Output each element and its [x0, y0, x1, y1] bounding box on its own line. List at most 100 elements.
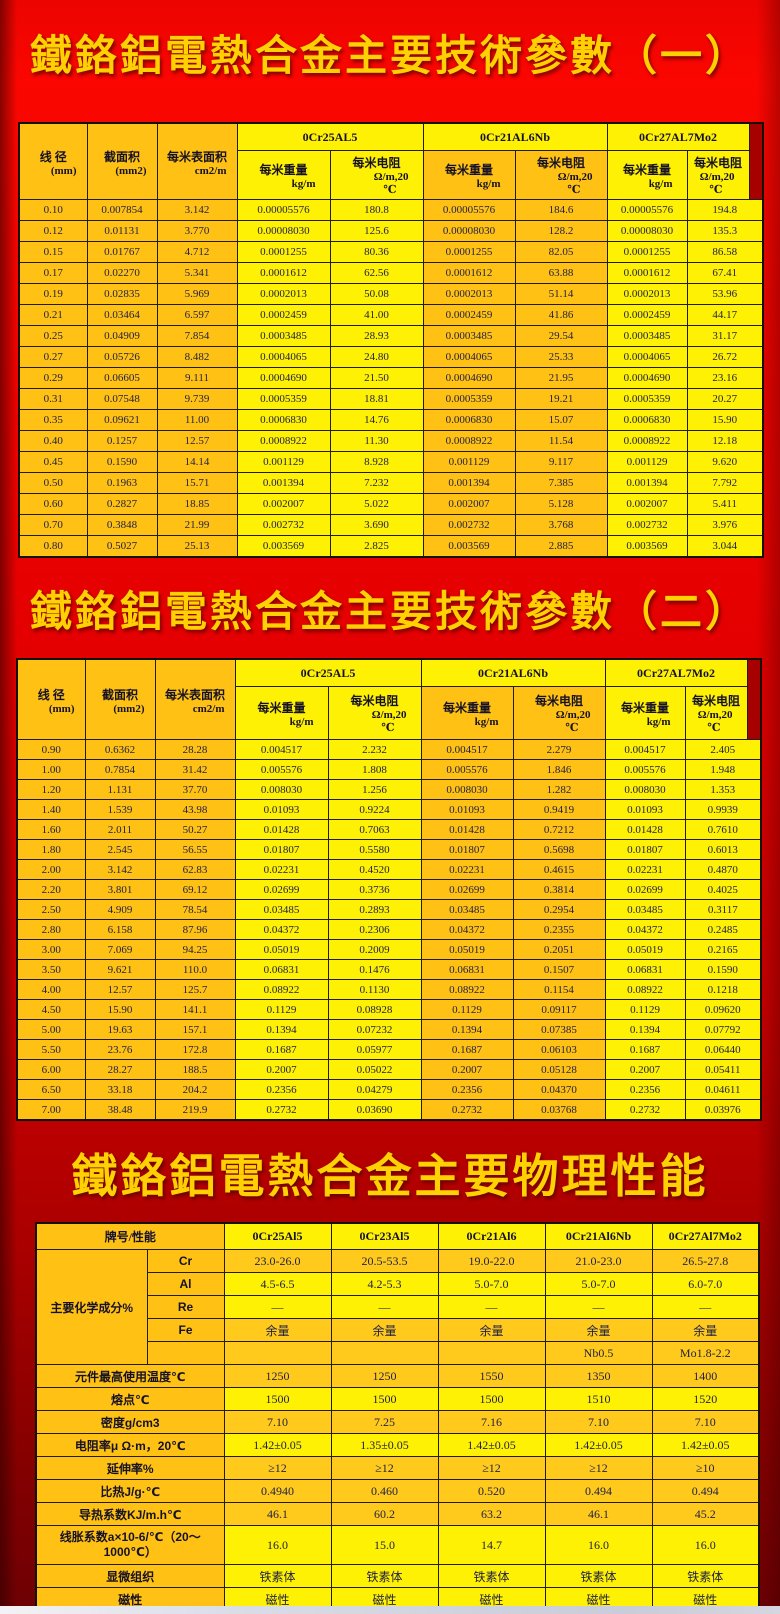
chem-value: 余量	[223, 1318, 332, 1342]
data-cell: 0.0004690	[236, 367, 331, 389]
alloy-header-0Cr21AL6Nb: 0Cr21AL6Nb	[422, 122, 608, 151]
data-cell: 6.158	[84, 919, 156, 940]
data-row: 2.50 4.909 78.54 0.03485 0.2893 0.03485 0.2954…	[16, 899, 762, 920]
data-cell: 44.17	[686, 304, 764, 326]
data-cell: 87.96	[154, 919, 236, 940]
property-value: 1350	[544, 1364, 653, 1388]
data-cell: 0.15	[18, 241, 88, 263]
data-cell: 0.03485	[420, 899, 514, 920]
data-row: 4.00 12.57 125.7 0.08922 0.1130 0.08922 0.1154…	[16, 979, 762, 1000]
data-cell: 5.50	[16, 1039, 86, 1060]
data-cell: 3.044	[686, 535, 764, 558]
sub-header-row: 每米重量 kg/m 每米电阻 Ω/m,20 ℃ 每米重量 kg/m 每米电阻 Ω/m,20…	[17, 686, 761, 740]
chem-value: Mo1.8-2.2	[651, 1341, 760, 1365]
data-cell: 125.7	[154, 979, 236, 1000]
alloy-header-0Cr25AL5: 0Cr25AL5	[234, 658, 422, 687]
brand-0Cr23Al5: 0Cr23Al5	[330, 1222, 439, 1250]
data-cell: 0.10	[18, 199, 88, 221]
property-value: 63.2	[437, 1502, 546, 1526]
data-cell: 15.07	[514, 409, 608, 431]
data-cell: 0.02699	[604, 879, 686, 900]
chem-value: Nb0.5	[544, 1341, 653, 1365]
property-value: 7.25	[330, 1410, 439, 1434]
property-label: 密度g/cm3	[35, 1410, 225, 1434]
data-cell: 7.792	[686, 472, 764, 494]
chem-value: 余量	[544, 1318, 653, 1342]
data-cell: 0.01807	[420, 839, 514, 860]
data-cell: 0.2485	[684, 919, 762, 940]
data-cell: 0.00005576	[606, 199, 688, 221]
data-row: 5.00 19.63 157.1 0.1394 0.07232 0.1394 0.07385…	[16, 1019, 762, 1040]
data-cell: 0.08922	[604, 979, 686, 1000]
data-row: 7.00 38.48 219.9 0.2732 0.03690 0.2732 0.03768…	[16, 1099, 762, 1121]
brand-0Cr21Al6: 0Cr21Al6	[437, 1222, 546, 1250]
data-cell: 0.60	[18, 493, 88, 515]
data-row: 0.70 0.3848 21.99 0.002732 3.690 0.002732 3.76…	[18, 514, 764, 536]
data-cell: 28.28	[154, 739, 236, 760]
data-cell: 37.70	[154, 779, 236, 800]
header-weight-1: 每米重量 kg/m	[234, 686, 329, 740]
property-value: 7.10	[544, 1410, 653, 1434]
param-table-2: 线 径 (mm) 截面积 (mm2) 每米表面积 cm2/m 0Cr25AL5 …	[16, 658, 763, 1121]
property-row: 密度g/cm3 7.10 7.25 7.16 7.10 7.10	[35, 1410, 760, 1434]
data-cell: 15.90	[686, 409, 764, 431]
chem-value	[330, 1341, 439, 1365]
data-cell: 50.27	[154, 819, 236, 840]
data-cell: 0.002732	[236, 514, 331, 536]
data-cell: 0.02231	[420, 859, 514, 880]
data-cell: 0.01807	[604, 839, 686, 860]
data-cell: 7.854	[156, 325, 238, 347]
data-cell: 0.6013	[684, 839, 762, 860]
property-value: 1.42±0.05	[651, 1433, 760, 1457]
chem-value: 26.5-27.8	[651, 1249, 760, 1273]
data-cell: 125.6	[329, 220, 424, 242]
data-cell: 0.0005359	[236, 388, 331, 410]
data-cell: 3.976	[686, 514, 764, 536]
data-cell: 14.76	[329, 409, 424, 431]
data-cell: 1.00	[16, 759, 86, 780]
data-cell: 0.1129	[234, 999, 329, 1020]
data-row: 0.21 0.03464 6.597 0.0002459 41.00 0.0002459 4…	[18, 304, 764, 326]
data-cell: 0.7854	[84, 759, 156, 780]
chem-composition-row: 主要化学成分% Cr 23.0-26.0 20.5-53.5 19.0-22.0 21.0…	[35, 1249, 760, 1365]
data-cell: 0.0005359	[422, 388, 516, 410]
data-cell: 0.0004690	[422, 367, 516, 389]
data-cell: 0.05019	[604, 939, 686, 960]
data-cell: 19.21	[514, 388, 608, 410]
data-cell: 0.2732	[420, 1099, 514, 1121]
data-cell: 0.008030	[420, 779, 514, 800]
data-cell: 21.99	[156, 514, 238, 536]
data-cell: 3.770	[156, 220, 238, 242]
data-cell: 0.07792	[684, 1019, 762, 1040]
property-value: ≥12	[223, 1456, 332, 1480]
header-resistance-2: 每米电阻 Ω/m,20 ℃	[512, 686, 606, 740]
property-value: 1500	[437, 1387, 546, 1411]
data-cell: 11.00	[156, 409, 238, 431]
data-cell: 0.0002459	[606, 304, 688, 326]
property-value: 铁素体	[223, 1564, 332, 1588]
data-cell: 0.00008030	[606, 220, 688, 242]
data-cell: 29.54	[514, 325, 608, 347]
data-cell: 2.825	[329, 535, 424, 558]
data-cell: 62.83	[154, 859, 236, 880]
data-cell: 0.9419	[512, 799, 606, 820]
data-cell: 1.131	[84, 779, 156, 800]
data-cell: 2.545	[84, 839, 156, 860]
data-cell: 0.1394	[234, 1019, 329, 1040]
property-value: 1250	[330, 1364, 439, 1388]
property-value: 1.42±0.05	[223, 1433, 332, 1457]
data-cell: 1.256	[327, 779, 422, 800]
sub-header-row: 每米重量 kg/m 每米电阻 Ω/m,20 ℃ 每米重量 kg/m 每米电阻 Ω/m,20…	[19, 150, 763, 200]
data-cell: 43.98	[154, 799, 236, 820]
data-cell: 0.4520	[327, 859, 422, 880]
data-row: 2.80 6.158 87.96 0.04372 0.2306 0.04372 0.2355…	[16, 919, 762, 940]
property-value: 0.460	[330, 1479, 439, 1503]
data-row: 1.40 1.539 43.98 0.01093 0.9224 0.01093 0.9419…	[16, 799, 762, 820]
data-cell: 6.50	[16, 1079, 86, 1100]
data-cell: 0.1687	[604, 1039, 686, 1060]
header-weight-3: 每米重量 kg/m	[606, 150, 688, 200]
data-cell: 7.00	[16, 1099, 86, 1121]
data-cell: 0.0006830	[422, 409, 516, 431]
data-cell: 0.05977	[327, 1039, 422, 1060]
data-cell: 188.5	[154, 1059, 236, 1080]
